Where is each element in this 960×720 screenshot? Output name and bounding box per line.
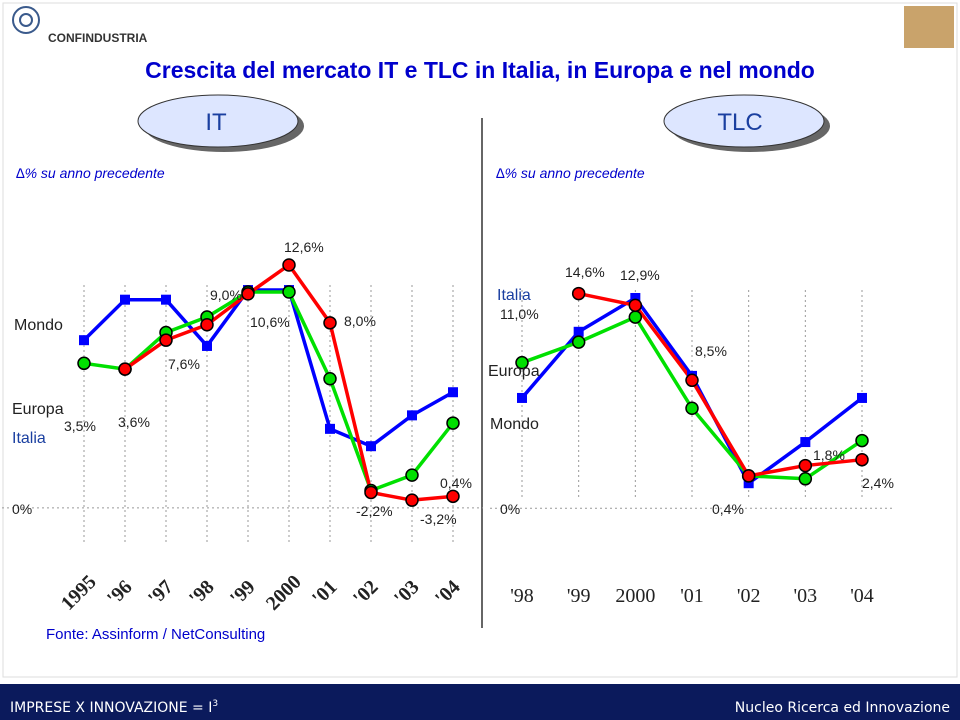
marker bbox=[159, 333, 173, 347]
logo: CONFINDUSTRIA bbox=[12, 6, 148, 45]
series-line bbox=[578, 291, 863, 478]
marker bbox=[120, 294, 130, 305]
annotation: 10,6% bbox=[250, 314, 290, 330]
x-tick-label: '03 bbox=[794, 585, 818, 607]
annotation: 11,0% bbox=[500, 306, 539, 322]
marker bbox=[855, 433, 869, 448]
source: Fonte: Assinform / NetConsulting bbox=[46, 626, 265, 643]
annotation: 8,5% bbox=[695, 343, 727, 359]
annotation: 0,4% bbox=[712, 501, 744, 517]
footer-sup: 3 bbox=[212, 699, 218, 709]
marker bbox=[446, 416, 460, 430]
marker bbox=[118, 362, 132, 376]
x-tick-label: 2000 bbox=[615, 585, 655, 607]
logo-text: CONFINDUSTRIA bbox=[48, 31, 148, 45]
marker bbox=[573, 326, 584, 337]
marker bbox=[161, 294, 171, 305]
annotation: 3,6% bbox=[118, 414, 150, 430]
marker bbox=[282, 285, 296, 299]
annotation: 12,9% bbox=[620, 267, 660, 283]
marker bbox=[630, 292, 641, 303]
marker bbox=[628, 310, 643, 324]
marker bbox=[800, 437, 811, 448]
marker bbox=[798, 458, 813, 473]
marker bbox=[366, 441, 376, 452]
marker bbox=[515, 355, 529, 370]
marker bbox=[407, 410, 417, 421]
series-line bbox=[82, 288, 454, 448]
footer-bar bbox=[0, 684, 960, 720]
annotation: 3,5% bbox=[64, 418, 96, 434]
x-tick-label: '01 bbox=[680, 585, 704, 607]
marker bbox=[798, 472, 813, 486]
marker bbox=[628, 298, 643, 313]
annotation: Mondo bbox=[14, 317, 63, 334]
it-pill bbox=[137, 94, 299, 148]
annotation: 14,6% bbox=[565, 264, 605, 280]
marker bbox=[571, 335, 586, 349]
y-tick-label: 0% bbox=[500, 501, 520, 517]
x-tick-label: '02 bbox=[737, 585, 761, 607]
chart-heading: TLC bbox=[717, 109, 762, 136]
annotation: 1,8% bbox=[813, 447, 845, 463]
annotation: -2,2% bbox=[356, 503, 393, 519]
footer-text: IMPRESE X INNOVAZIONE = I bbox=[10, 700, 212, 716]
marker bbox=[79, 335, 89, 346]
annotation: 0,4% bbox=[440, 475, 472, 491]
marker bbox=[200, 318, 214, 332]
marker bbox=[855, 452, 869, 467]
x-tick-label: '99 bbox=[567, 585, 591, 607]
chart-subtitle: ∆% su anno precedente bbox=[496, 165, 645, 181]
marker bbox=[364, 485, 378, 500]
marker bbox=[446, 489, 460, 504]
chart-heading: IT bbox=[205, 109, 227, 136]
marker bbox=[405, 493, 419, 507]
annotation: 7,6% bbox=[168, 356, 200, 372]
marker bbox=[325, 423, 335, 434]
annotation: 12,6% bbox=[284, 239, 324, 255]
annotation: Mondo bbox=[490, 416, 539, 433]
chart-subtitle: ∆% su anno precedente bbox=[16, 165, 165, 181]
tlc-pill bbox=[663, 94, 825, 148]
corner-image bbox=[904, 6, 954, 48]
series-line bbox=[83, 290, 455, 493]
marker bbox=[517, 392, 527, 403]
marker bbox=[77, 356, 91, 371]
marker bbox=[202, 340, 212, 351]
x-tick-label: '98 bbox=[510, 585, 534, 607]
marker bbox=[282, 258, 296, 272]
x-tick-label: '04 bbox=[850, 585, 874, 607]
marker bbox=[323, 316, 337, 330]
footer-right: Nucleo Ricerca ed Innovazione bbox=[735, 700, 950, 716]
annotation: Italia bbox=[12, 430, 46, 447]
marker bbox=[685, 373, 699, 388]
annotation: -3,2% bbox=[420, 511, 457, 527]
marker bbox=[743, 478, 754, 489]
annotation: Europa bbox=[488, 363, 540, 380]
marker bbox=[405, 468, 419, 482]
annotation: Italia bbox=[497, 287, 531, 304]
annotation: Europa bbox=[12, 401, 64, 418]
marker bbox=[323, 371, 337, 386]
annotation: 8,0% bbox=[344, 313, 376, 329]
slide-title: Crescita del mercato IT e TLC in Italia,… bbox=[145, 57, 815, 83]
footer-left: IMPRESE X INNOVAZIONE = I3 bbox=[10, 699, 218, 716]
marker bbox=[741, 469, 756, 483]
marker bbox=[571, 286, 586, 301]
marker bbox=[448, 387, 458, 398]
annotation: 9,0% bbox=[210, 287, 242, 303]
y-tick-label: 0% bbox=[12, 501, 32, 517]
marker bbox=[241, 287, 255, 301]
frame bbox=[2, 2, 958, 678]
marker bbox=[857, 392, 867, 403]
marker bbox=[685, 401, 699, 415]
annotation: 2,4% bbox=[862, 475, 894, 491]
